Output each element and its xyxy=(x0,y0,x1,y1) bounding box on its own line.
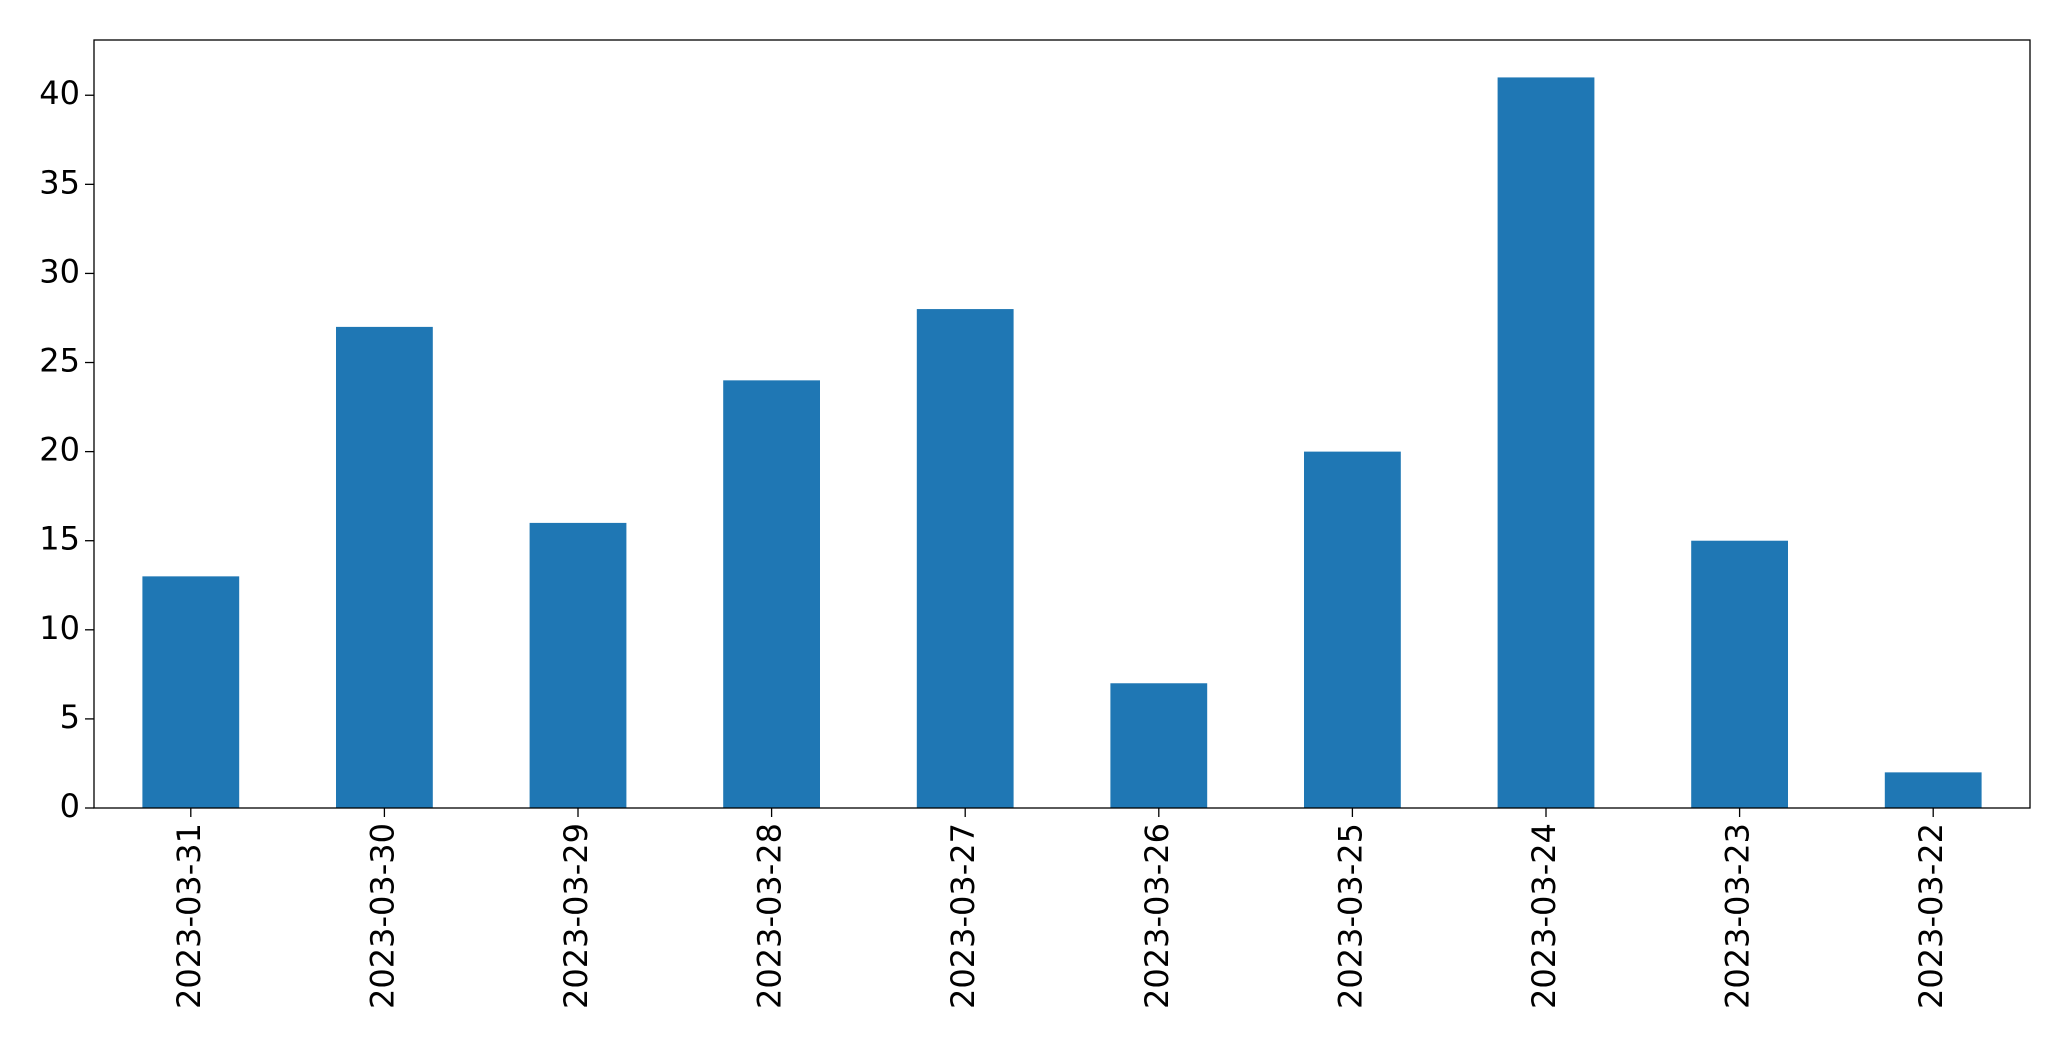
x-tick-label: 2023-03-31 xyxy=(170,823,208,1009)
x-tick-label: 2023-03-23 xyxy=(1719,823,1757,1009)
x-tick-label: 2023-03-30 xyxy=(363,823,401,1009)
y-tick-label: 30 xyxy=(39,252,80,290)
bar xyxy=(1110,683,1208,808)
y-tick-label: 15 xyxy=(39,520,80,558)
bar xyxy=(336,326,433,808)
x-tick-label: 2023-03-22 xyxy=(1912,823,1950,1009)
x-tick-label: 2023-03-25 xyxy=(1331,823,1369,1009)
x-tick-label: 2023-03-29 xyxy=(557,823,595,1009)
y-tick-label: 40 xyxy=(39,74,80,112)
bar xyxy=(529,522,627,808)
y-tick-label: 5 xyxy=(60,698,80,736)
x-tick-label: 2023-03-28 xyxy=(751,823,789,1009)
bar xyxy=(142,576,240,808)
y-tick-label: 0 xyxy=(60,787,80,825)
bar xyxy=(723,380,820,808)
bar xyxy=(1304,451,1401,808)
y-tick-label: 10 xyxy=(39,609,80,647)
y-tick-label: 35 xyxy=(39,163,80,201)
bar xyxy=(916,309,1014,808)
bar xyxy=(1497,77,1595,809)
bar xyxy=(1691,540,1788,808)
bar xyxy=(1884,772,1982,808)
x-tick-label: 2023-03-26 xyxy=(1138,823,1176,1009)
x-tick-label: 2023-03-24 xyxy=(1525,823,1563,1009)
plot-frame xyxy=(93,39,2031,809)
x-tick-label: 2023-03-27 xyxy=(944,823,982,1009)
y-tick-label: 25 xyxy=(39,342,80,380)
y-tick-label: 20 xyxy=(39,431,80,469)
